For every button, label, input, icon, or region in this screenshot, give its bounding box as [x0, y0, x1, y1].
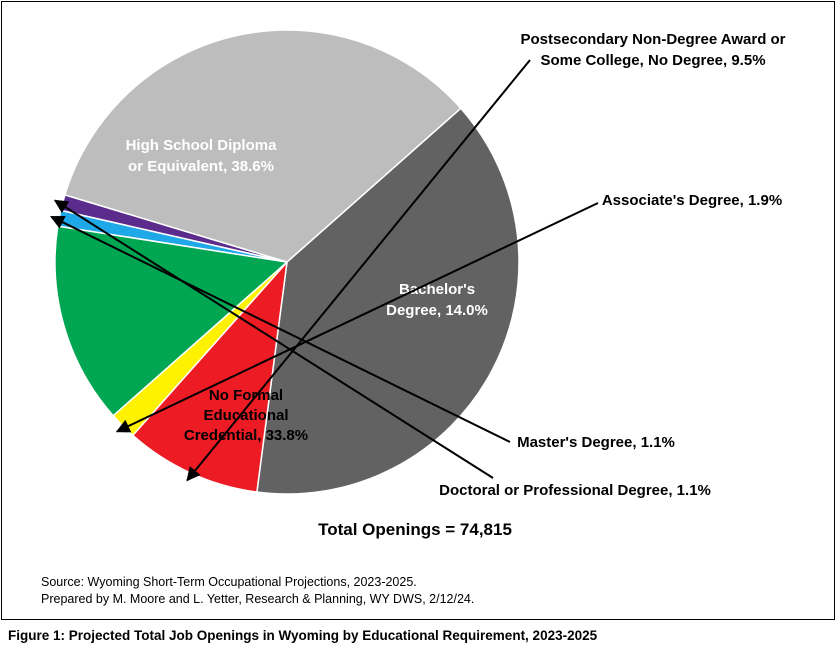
slice-bachelor-s-degree [54, 225, 289, 417]
callout-arrow-master-s-degree [50, 215, 511, 443]
label-associate-s-degree: Associate's Degree, 1.9% [602, 192, 782, 209]
source-line-1: Source: Wyoming Short-Term Occupational … [41, 575, 417, 589]
callout-arrow-postsecondary-non-degree-award-or-some-college-no-degree [186, 59, 531, 482]
source-line-2: Prepared by M. Moore and L. Yetter, Rese… [41, 592, 475, 606]
total-openings: Total Openings = 74,815 [318, 520, 512, 539]
label-no-formal-educational-credential: No Formal Educational Credential, 33.8% [184, 387, 308, 444]
callout-arrow-associate-s-degree [115, 202, 599, 433]
label-doctoral-or-professional-degree: Doctoral or Professional Degree, 1.1% [439, 482, 711, 499]
label-high-school-diploma-or-equivalent: High School Diploma or Equivalent, 38.6% [126, 137, 277, 175]
slice-no-formal-educational-credential [63, 29, 462, 263]
label-postsecondary-non-degree-award-or-some-college-no-degree: Postsecondary Non-Degree Award or Some Co… [520, 31, 785, 69]
label-bachelor-s-degree: Bachelor's Degree, 14.0% [386, 281, 488, 319]
figure-caption: Figure 1: Projected Total Job Openings i… [8, 628, 598, 643]
label-master-s-degree: Master's Degree, 1.1% [517, 434, 675, 451]
figure-frame [1, 1, 835, 620]
callout-arrow-doctoral-or-professional-degree [53, 199, 494, 479]
slice-high-school-diploma-or-equivalent [256, 107, 520, 495]
pie-chart: High School Diploma or Equivalent, 38.6% P… [50, 29, 786, 499]
